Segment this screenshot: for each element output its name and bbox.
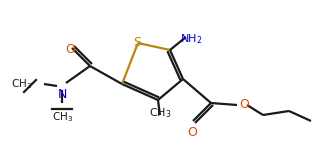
- Text: O: O: [65, 43, 75, 56]
- Text: CH$_3$: CH$_3$: [149, 106, 171, 120]
- Text: O: O: [239, 99, 249, 112]
- Text: CH$_3$: CH$_3$: [52, 110, 74, 124]
- Text: NH$_2$: NH$_2$: [180, 32, 202, 46]
- Text: S: S: [133, 36, 141, 49]
- Text: CH$_3$: CH$_3$: [11, 77, 32, 91]
- Text: N: N: [57, 88, 67, 101]
- Text: O: O: [187, 126, 197, 139]
